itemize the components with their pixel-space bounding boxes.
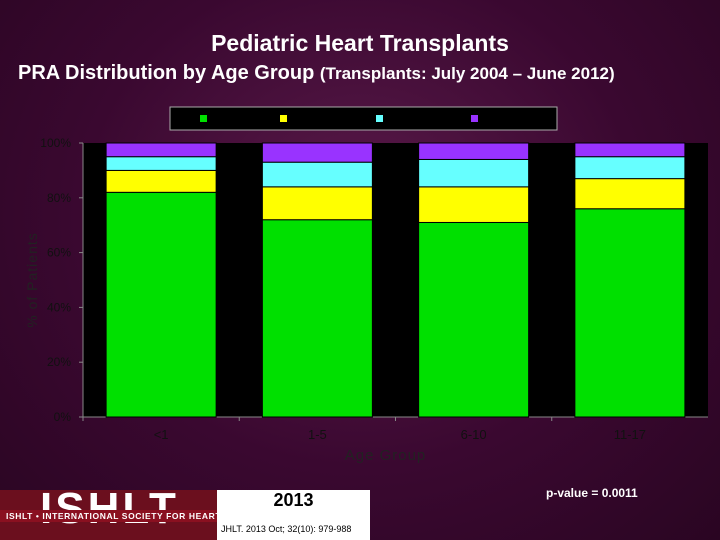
chart-subtitle: PRA Distribution by Age Group (Transplan… (18, 62, 615, 85)
p-value: p-value = 0.0011 (546, 486, 638, 500)
x-tick-label: <1 (154, 427, 169, 442)
x-axis-label: Age Group (345, 447, 427, 464)
year-box: 2013 JHLT. 2013 Oct; 32(10): 979-988 (217, 490, 370, 540)
bar-segment-11-17-3 (574, 142, 686, 158)
bar-segment-1-5-2 (261, 161, 373, 188)
y-tick-label: 60% (47, 246, 71, 260)
legend (169, 106, 558, 131)
bar-segment-6-10-1 (418, 186, 530, 223)
bar-segment-<1-1 (105, 169, 217, 193)
bar-segment-<1-2 (105, 156, 217, 171)
chart-title: Pediatric Heart Transplants (211, 30, 509, 56)
y-tick-label: 20% (47, 355, 71, 369)
bar-segment-6-10-2 (418, 158, 530, 188)
bar-segment-1-5-3 (261, 142, 373, 163)
legend-swatch-1 (280, 115, 287, 122)
bar-segment-1-5-1 (261, 186, 373, 221)
legend-swatch-2 (376, 115, 383, 122)
y-tick-label: 100% (40, 136, 71, 150)
legend-swatch-0 (200, 115, 207, 122)
bar-segment-11-17-0 (574, 208, 686, 418)
y-tick-label: 80% (47, 191, 71, 205)
bar-segment-6-10-0 (418, 221, 530, 418)
subtitle-range: (Transplants: July 2004 – June 2012) (319, 64, 615, 83)
report-year: 2013 (273, 490, 314, 510)
bar-segment-1-5-0 (261, 219, 373, 418)
logo-text: ISHLT (40, 484, 179, 533)
x-tick-label: 6-10 (461, 427, 487, 442)
bar-segment-<1-3 (105, 142, 217, 158)
subtitle-main: PRA Distribution by Age Group (18, 62, 315, 84)
citation: JHLT. 2013 Oct; 32(10): 979-988 (221, 524, 352, 534)
x-tick-label: 11-17 (614, 427, 646, 442)
bar-segment-11-17-1 (574, 178, 686, 210)
y-axis-label: % of Patients (24, 232, 40, 328)
bar-segment-<1-0 (105, 191, 217, 418)
bar-segment-6-10-3 (418, 142, 530, 160)
legend-swatch-3 (471, 115, 478, 122)
x-tick-label: 1-5 (308, 427, 327, 442)
bar-segment-11-17-2 (574, 156, 686, 180)
y-tick-label: 0% (54, 410, 72, 424)
y-tick-label: 40% (47, 300, 71, 314)
